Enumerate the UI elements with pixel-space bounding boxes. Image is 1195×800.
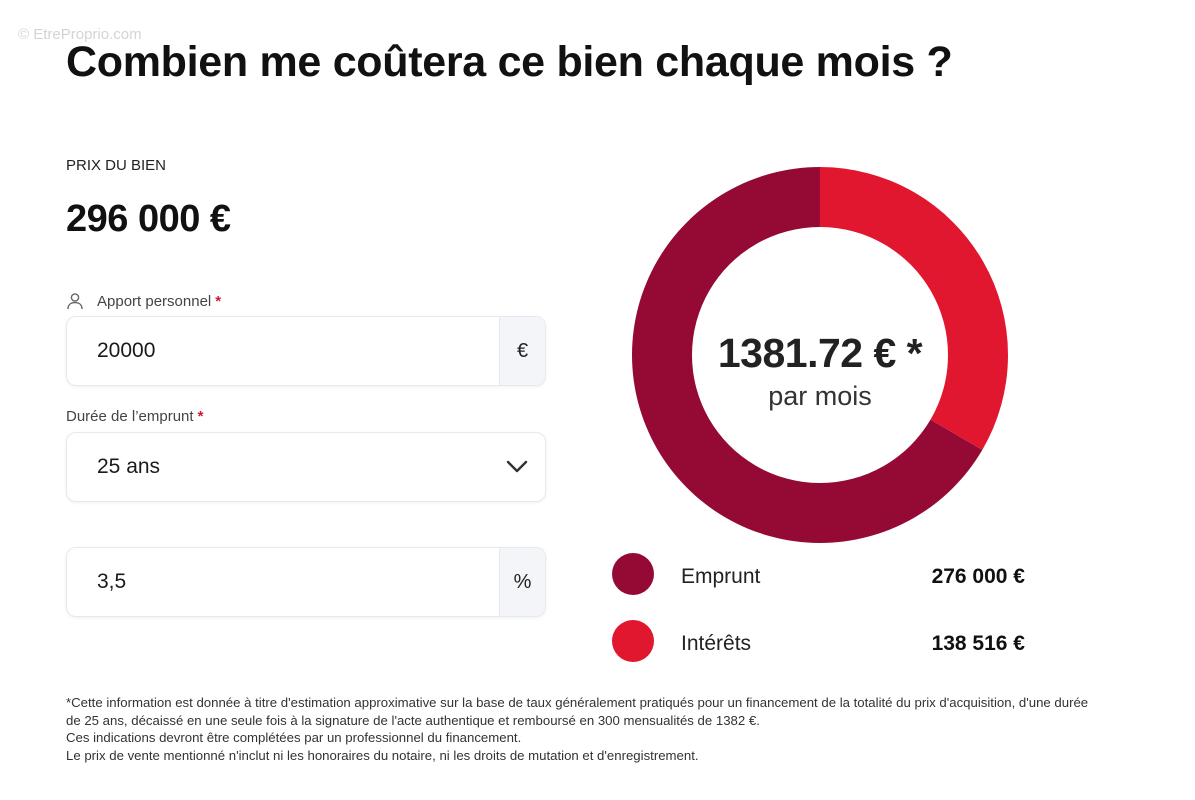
required-mark: *	[197, 408, 204, 425]
page-title: Combien me coûtera ce bien chaque mois ?	[66, 38, 953, 86]
donut-chart	[632, 167, 1008, 543]
legend-label-interets: Intérêts	[681, 632, 752, 655]
monthly-amount: 1381.72 € *	[717, 330, 923, 376]
donut-center: 1381.72 € * par mois	[630, 330, 1010, 412]
duree-select[interactable]: 25 ans	[66, 432, 546, 502]
percent-suffix: %	[499, 548, 545, 616]
duree-label: Durée de l’emprunt *	[66, 408, 203, 425]
apport-label-text: Apport personnel	[97, 292, 212, 310]
chevron-down-icon[interactable]	[489, 433, 545, 501]
legend-dot-emprunt	[612, 553, 654, 595]
price-label: PRIX DU BIEN	[66, 157, 167, 174]
user-icon	[66, 292, 84, 310]
price-value: 296 000 €	[66, 198, 231, 240]
legend-value-emprunt: 276 000 €	[931, 565, 1025, 588]
donut-slice-interets	[820, 167, 1008, 450]
taux-input[interactable]: 3,5 %	[66, 547, 546, 617]
apport-label: Apport personnel *	[66, 292, 221, 310]
legend-dot-interets	[612, 620, 654, 662]
disclaimer-line: de 25 ans, décaissé en une seule fois à …	[66, 712, 760, 728]
apport-input-value[interactable]: 20000	[97, 339, 156, 362]
duree-select-value[interactable]: 25 ans	[97, 455, 161, 478]
disclaimer-line: Ces indications devront être complétées …	[66, 730, 522, 745]
disclaimer-line: *Cette information est donnée à titre d'…	[66, 695, 1089, 710]
disclaimer: *Cette information est donnée à titre d'…	[66, 694, 1166, 764]
apport-input[interactable]: 20000 €	[66, 316, 546, 386]
legend-label-emprunt: Emprunt	[681, 565, 761, 588]
watermark: © EtreProprio.com	[18, 26, 142, 43]
disclaimer-line: Le prix de vente mentionné n'inclut ni l…	[66, 747, 699, 763]
required-mark: *	[215, 292, 222, 310]
euro-suffix: €	[499, 317, 545, 385]
donut-slice-emprunt	[632, 167, 983, 543]
taux-input-value[interactable]: 3,5	[97, 570, 127, 593]
monthly-caption: par mois	[768, 381, 872, 411]
legend-value-interets: 138 516 €	[931, 632, 1025, 655]
duree-label-text: Durée de l’emprunt	[66, 408, 194, 425]
